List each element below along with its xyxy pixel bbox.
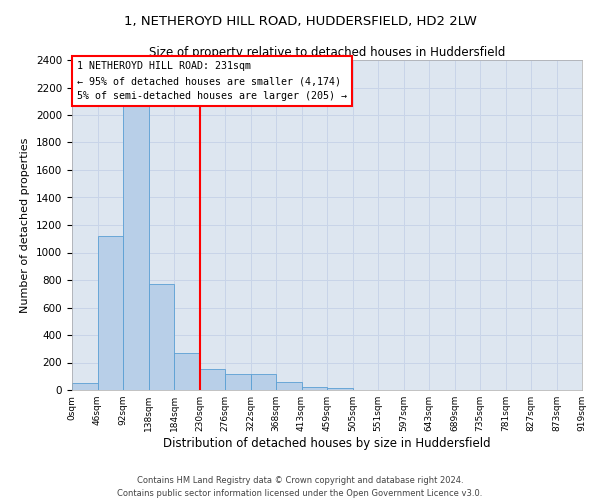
Bar (251, 374, 276, 390)
Text: 1 NETHEROYD HILL ROAD: 231sqm
← 95% of detached houses are smaller (4,174)
5% of: 1 NETHEROYD HILL ROAD: 231sqm ← 95% of d… (77, 62, 347, 101)
Bar (72, 383, 97, 390)
Bar (97, 236, 123, 390)
Bar (302, 386, 327, 390)
Text: 1, NETHEROYD HILL ROAD, HUDDERSFIELD, HD2 2LW: 1, NETHEROYD HILL ROAD, HUDDERSFIELD, HD… (124, 15, 476, 28)
Bar (225, 374, 251, 390)
Text: Contains HM Land Registry data © Crown copyright and database right 2024.
Contai: Contains HM Land Registry data © Crown c… (118, 476, 482, 498)
Title: Size of property relative to detached houses in Huddersfield: Size of property relative to detached ho… (149, 46, 505, 59)
Bar (276, 382, 302, 390)
Bar (149, 284, 174, 390)
Bar (174, 353, 199, 390)
Bar (327, 388, 353, 390)
Y-axis label: Number of detached properties: Number of detached properties (20, 138, 31, 312)
X-axis label: Distribution of detached houses by size in Huddersfield: Distribution of detached houses by size … (163, 437, 491, 450)
Bar (123, 88, 149, 390)
Bar (199, 368, 225, 390)
